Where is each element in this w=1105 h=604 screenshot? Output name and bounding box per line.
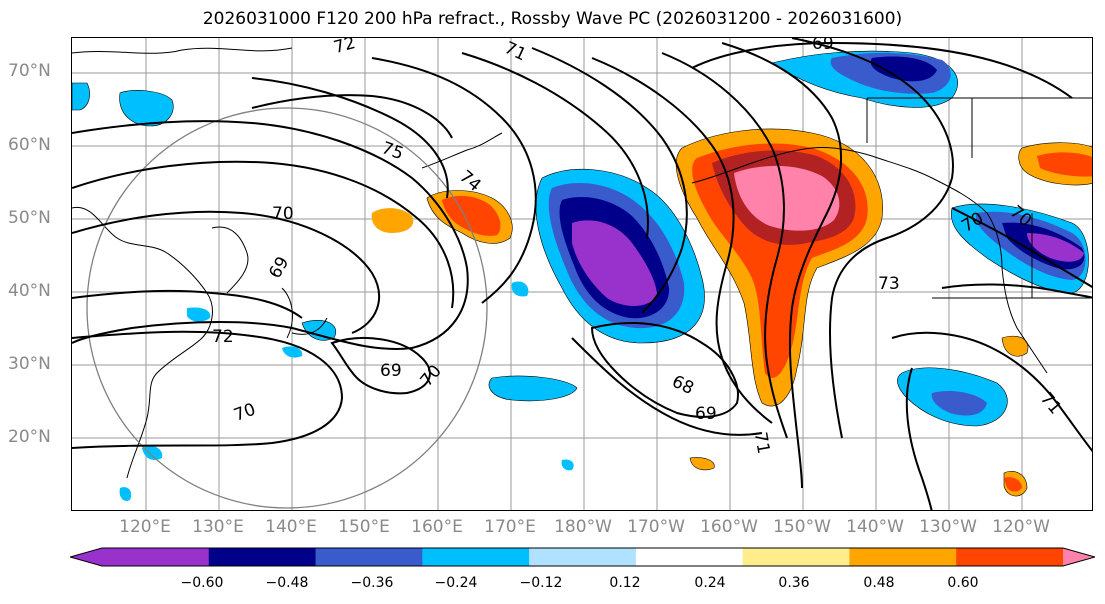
contour-label: 73: [878, 274, 900, 294]
lon-label-140e: 140°E: [265, 517, 317, 537]
lon-label-140w: 140°W: [846, 517, 904, 537]
colorbar-segment: [956, 548, 1064, 566]
colorbar-tick-label: −0.60: [180, 575, 224, 591]
coastlines: [72, 47, 1092, 479]
colorbar-tick-label: −0.36: [350, 575, 394, 591]
colorbar-segment: [849, 548, 957, 566]
colorbar-segment: [742, 548, 850, 566]
contour-label: 71: [1036, 389, 1065, 418]
colorbar-segment: [529, 548, 637, 566]
contour-label: 69: [265, 253, 293, 282]
lon-label-130e: 130°E: [192, 517, 244, 537]
colorbar-tick-label: 0.24: [694, 575, 726, 591]
contour-label: 70: [231, 400, 258, 426]
shaded-anomalies: [72, 50, 1092, 501]
lon-label-160e: 160°E: [411, 517, 463, 537]
lon-label-180w: 180°W: [554, 517, 612, 537]
great-circle-ring: [86, 107, 488, 509]
contour-label: 72: [332, 38, 358, 58]
colorbar-tick-label: −0.48: [265, 575, 309, 591]
colorbar-segment: [635, 548, 744, 566]
colorbar-tick-label: 0.12: [609, 575, 641, 591]
contour-label: 69: [812, 38, 834, 54]
colorbar-segments: [70, 548, 1095, 566]
contour-label: 72: [212, 327, 234, 347]
contour-label: 69: [695, 404, 717, 424]
lon-label-120w: 120°W: [992, 517, 1050, 537]
lat-label-50n: 50°N: [8, 208, 51, 228]
lon-label-120e: 120°E: [119, 517, 171, 537]
contour-label: 70: [272, 204, 294, 224]
contour-label: 71: [750, 431, 773, 456]
colorbar-segment: [102, 548, 210, 566]
colorbar-extend-min: [70, 548, 102, 566]
contour-label: 70: [417, 361, 446, 390]
colorbar-tick-label: −0.12: [519, 575, 563, 591]
contours: [72, 38, 1092, 510]
lat-label-60n: 60°N: [8, 135, 51, 155]
contour-label: 71: [501, 38, 529, 65]
colorbar-segment: [315, 548, 423, 566]
lat-label-20n: 20°N: [8, 427, 51, 447]
map-canvas: 72 71 69 75 74 70 69 72 70 69 70 70 68 6…: [72, 38, 1092, 510]
colorbar-tick-label: −0.24: [434, 575, 478, 591]
lon-label-170w: 170°W: [627, 517, 685, 537]
colorbar-segment: [208, 548, 317, 566]
colorbar-extend-max: [1063, 548, 1095, 566]
map-title: 2026031000 F120 200 hPa refract., Rossby…: [202, 9, 903, 29]
contour-label: 68: [669, 372, 697, 399]
colorbar-tick-label: 0.36: [778, 575, 810, 591]
colorbar: [70, 547, 1095, 567]
colorbar-segment: [422, 548, 530, 566]
lat-label-30n: 30°N: [8, 354, 51, 374]
lat-label-40n: 40°N: [8, 281, 51, 301]
lon-label-170e: 170°E: [484, 517, 536, 537]
map-panel: 72 71 69 75 74 70 69 72 70 69 70 70 68 6…: [71, 37, 1093, 511]
lat-label-70n: 70°N: [8, 61, 51, 81]
lon-label-150w: 150°W: [773, 517, 831, 537]
contour-label: 69: [380, 361, 402, 381]
lon-label-160w: 160°W: [700, 517, 758, 537]
colorbar-tick-label: 0.48: [863, 575, 895, 591]
lon-label-130w: 130°W: [919, 517, 977, 537]
lon-label-150e: 150°E: [338, 517, 390, 537]
colorbar-tick-label: 0.60: [947, 575, 979, 591]
